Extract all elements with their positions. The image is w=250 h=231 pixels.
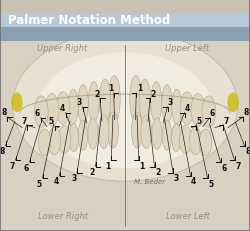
Text: 1: 1 <box>106 161 111 170</box>
Text: Upper Left: Upper Left <box>166 44 210 53</box>
Text: 5: 5 <box>208 179 213 188</box>
Ellipse shape <box>191 94 205 127</box>
Ellipse shape <box>38 129 51 156</box>
Ellipse shape <box>68 90 78 125</box>
Ellipse shape <box>88 118 98 150</box>
Text: 2: 2 <box>150 89 156 98</box>
Ellipse shape <box>12 31 237 181</box>
Text: 3: 3 <box>77 98 82 107</box>
Text: 7: 7 <box>224 116 229 125</box>
Ellipse shape <box>180 92 194 125</box>
Text: 6: 6 <box>24 163 29 172</box>
Text: 1: 1 <box>108 84 113 93</box>
Ellipse shape <box>141 115 152 149</box>
Text: 2: 2 <box>90 167 95 176</box>
Text: 8: 8 <box>1 108 6 117</box>
Ellipse shape <box>189 128 202 155</box>
Ellipse shape <box>139 80 151 122</box>
Ellipse shape <box>199 129 212 156</box>
Bar <box>0 14 250 28</box>
Ellipse shape <box>228 93 238 113</box>
Ellipse shape <box>132 113 142 148</box>
Ellipse shape <box>56 92 70 125</box>
Ellipse shape <box>45 94 59 127</box>
Ellipse shape <box>78 85 88 123</box>
Ellipse shape <box>12 93 22 113</box>
Text: 6: 6 <box>221 163 226 172</box>
Text: 8: 8 <box>0 147 5 156</box>
Text: 2: 2 <box>94 89 100 98</box>
Ellipse shape <box>130 76 142 122</box>
Bar <box>0 28 250 42</box>
Ellipse shape <box>179 126 192 154</box>
Text: 3: 3 <box>174 173 179 182</box>
Text: 7: 7 <box>235 161 240 170</box>
Ellipse shape <box>172 90 182 125</box>
Text: 3: 3 <box>71 173 76 182</box>
Text: 4: 4 <box>60 103 65 112</box>
Ellipse shape <box>38 53 212 169</box>
Text: 1: 1 <box>137 84 142 93</box>
Ellipse shape <box>152 118 162 150</box>
Text: 5: 5 <box>196 117 201 126</box>
Ellipse shape <box>98 115 109 149</box>
Text: 7: 7 <box>10 161 15 170</box>
Ellipse shape <box>69 124 78 152</box>
Ellipse shape <box>88 82 99 123</box>
Bar <box>0 28 250 231</box>
Text: 6: 6 <box>210 109 215 118</box>
Text: Lower Right: Lower Right <box>38 212 88 220</box>
Text: M. Beder: M. Beder <box>134 178 166 184</box>
Text: Palmer Notation Method: Palmer Notation Method <box>8 14 170 27</box>
Ellipse shape <box>108 76 120 122</box>
Text: 5: 5 <box>49 117 54 126</box>
Ellipse shape <box>108 113 118 148</box>
Text: 4: 4 <box>185 103 190 112</box>
Text: 2: 2 <box>155 167 160 176</box>
Text: 4: 4 <box>54 177 59 186</box>
Ellipse shape <box>202 97 215 128</box>
Text: 5: 5 <box>37 179 42 188</box>
Ellipse shape <box>34 97 48 128</box>
Text: 1: 1 <box>139 161 144 170</box>
Ellipse shape <box>151 82 162 123</box>
Text: Upper Right: Upper Right <box>38 44 88 53</box>
Text: 6: 6 <box>35 109 40 118</box>
Text: 4: 4 <box>191 177 196 186</box>
Ellipse shape <box>99 80 111 122</box>
Text: 7: 7 <box>21 116 26 125</box>
Text: 3: 3 <box>168 98 173 107</box>
Text: 8: 8 <box>244 108 249 117</box>
Ellipse shape <box>172 124 181 152</box>
Ellipse shape <box>48 128 61 155</box>
Text: Lower Left: Lower Left <box>166 212 210 220</box>
Ellipse shape <box>78 121 88 151</box>
Text: 8: 8 <box>245 147 250 156</box>
Ellipse shape <box>162 85 172 123</box>
Ellipse shape <box>162 121 172 151</box>
Ellipse shape <box>58 126 71 154</box>
